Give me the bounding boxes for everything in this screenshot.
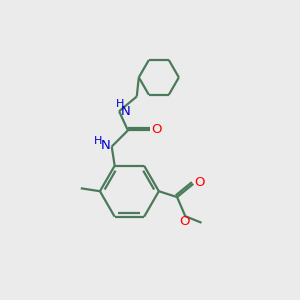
Text: N: N — [121, 105, 130, 118]
Text: N: N — [100, 140, 110, 152]
Text: O: O — [179, 215, 189, 228]
Text: H: H — [93, 136, 102, 146]
Text: O: O — [194, 176, 205, 189]
Text: O: O — [151, 123, 162, 136]
Text: H: H — [116, 99, 124, 109]
